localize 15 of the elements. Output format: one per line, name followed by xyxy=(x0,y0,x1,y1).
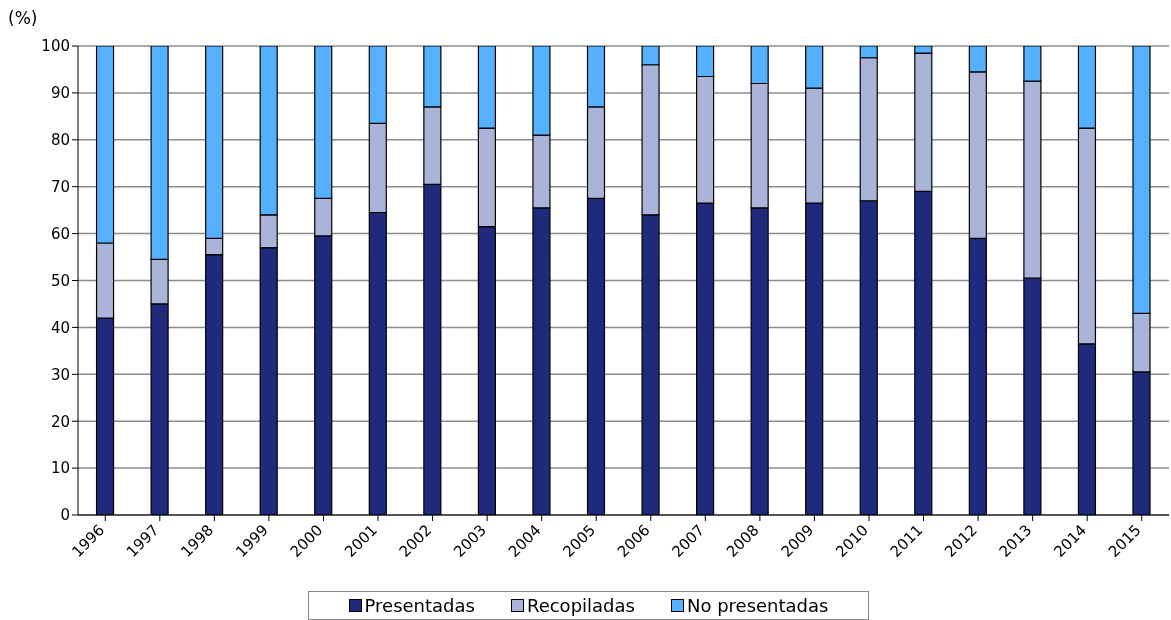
y-tick-label: 10 xyxy=(50,459,70,478)
legend-label: Recopiladas xyxy=(526,595,635,616)
y-tick-label: 30 xyxy=(50,365,70,384)
y-tick-label: 50 xyxy=(50,271,70,290)
y-tick-label: 80 xyxy=(50,131,70,150)
y-tick-label: 40 xyxy=(50,318,70,337)
legend-label: No presentadas xyxy=(686,595,829,616)
y-tick-label: 70 xyxy=(50,178,70,197)
legend-label: Presentadas xyxy=(364,595,475,616)
y-tick-label: 20 xyxy=(50,412,70,431)
y-tick-label: 90 xyxy=(50,84,70,103)
y-tick-label: 60 xyxy=(50,224,70,243)
y-axis-title: (%) xyxy=(8,8,38,28)
y-tick-label: 0 xyxy=(60,506,70,525)
y-tick-label: 100 xyxy=(41,37,70,56)
